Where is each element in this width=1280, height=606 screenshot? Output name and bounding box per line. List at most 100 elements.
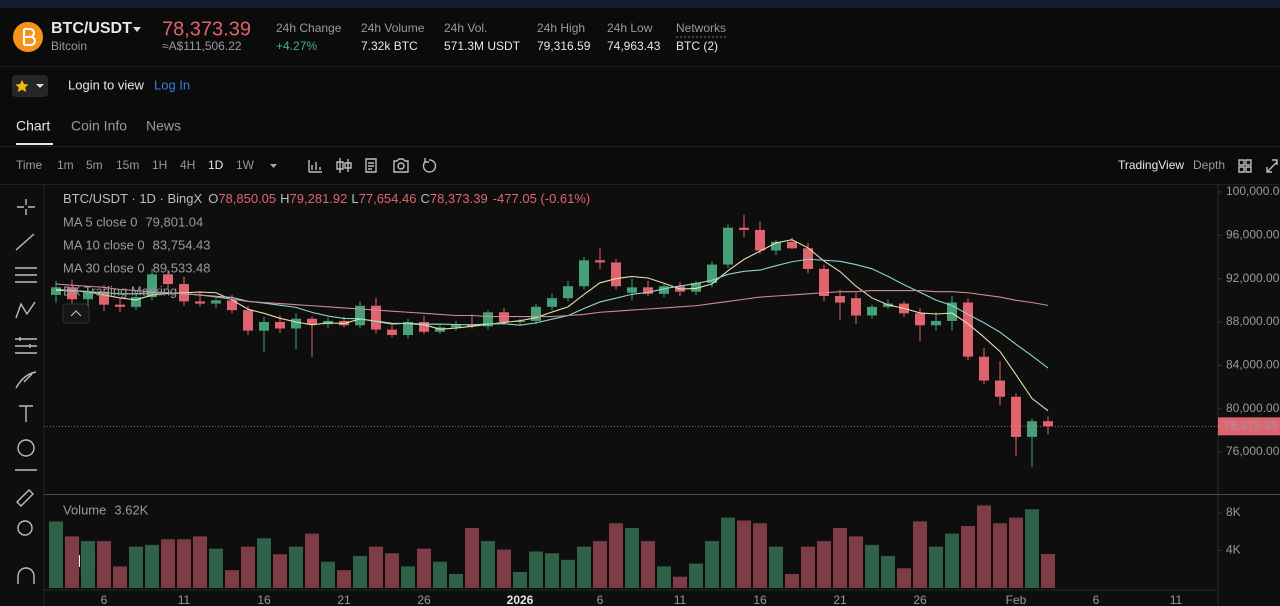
candle-body (963, 302, 973, 357)
zoom-tool[interactable] (17, 520, 33, 536)
price-tag-label: 78,373.39 (1224, 419, 1278, 433)
volume-bar (49, 521, 63, 588)
ma-line (55, 239, 1049, 412)
tab-underline (16, 143, 53, 145)
tab[interactable]: News (146, 118, 181, 134)
stat-label: 24h Volume (361, 21, 425, 35)
collapse-chevron (70, 310, 82, 317)
interval[interactable]: 1W (236, 158, 255, 172)
x-tick-label: 11 (1170, 593, 1183, 606)
candle-body (771, 241, 781, 251)
candle-body (627, 287, 637, 293)
brush-tool[interactable] (15, 371, 37, 389)
candle-body (851, 298, 861, 316)
projection-tool[interactable] (15, 337, 37, 354)
ma-legend-label: MA 30 close 0 (63, 260, 145, 275)
volume-legend-value: 3.62K (114, 502, 148, 517)
volume-bar (1025, 509, 1039, 588)
interval[interactable]: Time (16, 158, 43, 172)
ruler-tool[interactable] (16, 489, 34, 507)
reset-icon[interactable] (422, 158, 437, 173)
networks-label[interactable]: Networks (676, 21, 726, 35)
volume-bar (385, 553, 399, 588)
candle-body (291, 318, 301, 329)
volume-bar (641, 541, 655, 588)
template-icon[interactable] (365, 158, 377, 173)
divider (0, 146, 1280, 147)
candle-body (739, 227, 749, 230)
favorite-button[interactable] (12, 75, 48, 97)
legend-layer: 78,373.39 100,000.00 96,000.00 92,000.00 88,… (63, 184, 1280, 557)
emoji-tool[interactable] (17, 439, 35, 457)
candle-body (691, 282, 701, 292)
volume-bar (929, 546, 943, 588)
volume-bar (65, 536, 79, 588)
marking-label: BX Trading Marking (63, 283, 177, 298)
stat-value: 7.32k BTC (361, 39, 418, 53)
collapse-legend[interactable] (62, 303, 90, 324)
interval-caret[interactable] (270, 164, 277, 168)
volume-bar (865, 544, 879, 588)
layout-icon[interactable] (1238, 159, 1252, 173)
snapshot-icon[interactable] (393, 158, 409, 173)
volume-bar (129, 546, 143, 588)
volume-bar (369, 546, 383, 588)
stat-value: 79,316.59 (537, 39, 591, 53)
candle-body (915, 313, 925, 326)
tab[interactable]: Coin Info (71, 118, 127, 134)
top-strip (0, 0, 1280, 8)
candle-body (387, 329, 397, 336)
candle-body (531, 306, 541, 321)
candle-body (419, 322, 429, 332)
pattern-tool[interactable] (15, 301, 36, 319)
candle-body (227, 300, 237, 311)
candle-body (979, 356, 989, 381)
text-tool[interactable] (19, 405, 33, 422)
fib-tool[interactable] (15, 267, 37, 283)
stat-value: +4.27% (276, 39, 317, 53)
favorite-caret (36, 84, 44, 88)
interval[interactable]: 15m (116, 158, 139, 172)
x-tick-label: 26 (913, 593, 927, 606)
crosshair-tool[interactable] (17, 199, 35, 215)
volume-bar (673, 576, 687, 588)
interval[interactable]: 5m (86, 158, 103, 172)
candle-body (611, 262, 621, 287)
volume-bar (305, 533, 319, 588)
candle-body (243, 310, 253, 331)
interval[interactable]: 1H (152, 158, 167, 172)
interval[interactable]: 4H (180, 158, 195, 172)
magnet-tool[interactable] (17, 567, 35, 584)
interval-active[interactable]: 1D (208, 158, 224, 172)
login-link[interactable]: Log In (154, 77, 190, 92)
fullscreen-icon[interactable] (1266, 159, 1278, 173)
candle-body (995, 380, 1005, 397)
view-option[interactable]: TradingView (1118, 158, 1184, 172)
candle-body (355, 305, 365, 326)
trendline-tool[interactable] (15, 233, 35, 251)
candle-body (867, 306, 877, 316)
view-option[interactable]: Depth (1193, 158, 1225, 172)
x-tick-label: 16 (257, 593, 271, 606)
tab[interactable]: Chart (16, 118, 50, 134)
volume-bar (97, 541, 111, 588)
networks-value[interactable]: BTC (2) (676, 39, 718, 53)
legend-item: H (280, 191, 289, 206)
candle-body (307, 318, 317, 325)
volume-bar (1041, 554, 1055, 588)
symbol-caret[interactable] (133, 27, 141, 32)
symbol[interactable]: BTC/USDT (51, 20, 132, 37)
volume-bar (913, 521, 927, 588)
indicator-icon[interactable] (308, 160, 322, 173)
candle-body (211, 300, 221, 304)
candle-body (259, 322, 269, 331)
ma-legend-value: 89,533.48 (153, 260, 211, 275)
stat-label: 24h Change (276, 21, 342, 35)
interval[interactable]: 1m (57, 158, 74, 172)
plot: 6 11 16 21 26 2026 6 11 16 21 26 Feb 6 11 (44, 214, 1218, 606)
volume-bar (897, 568, 911, 588)
candle-type-icon[interactable] (336, 158, 352, 173)
candle-body (515, 320, 525, 323)
volume-bar (193, 536, 207, 588)
